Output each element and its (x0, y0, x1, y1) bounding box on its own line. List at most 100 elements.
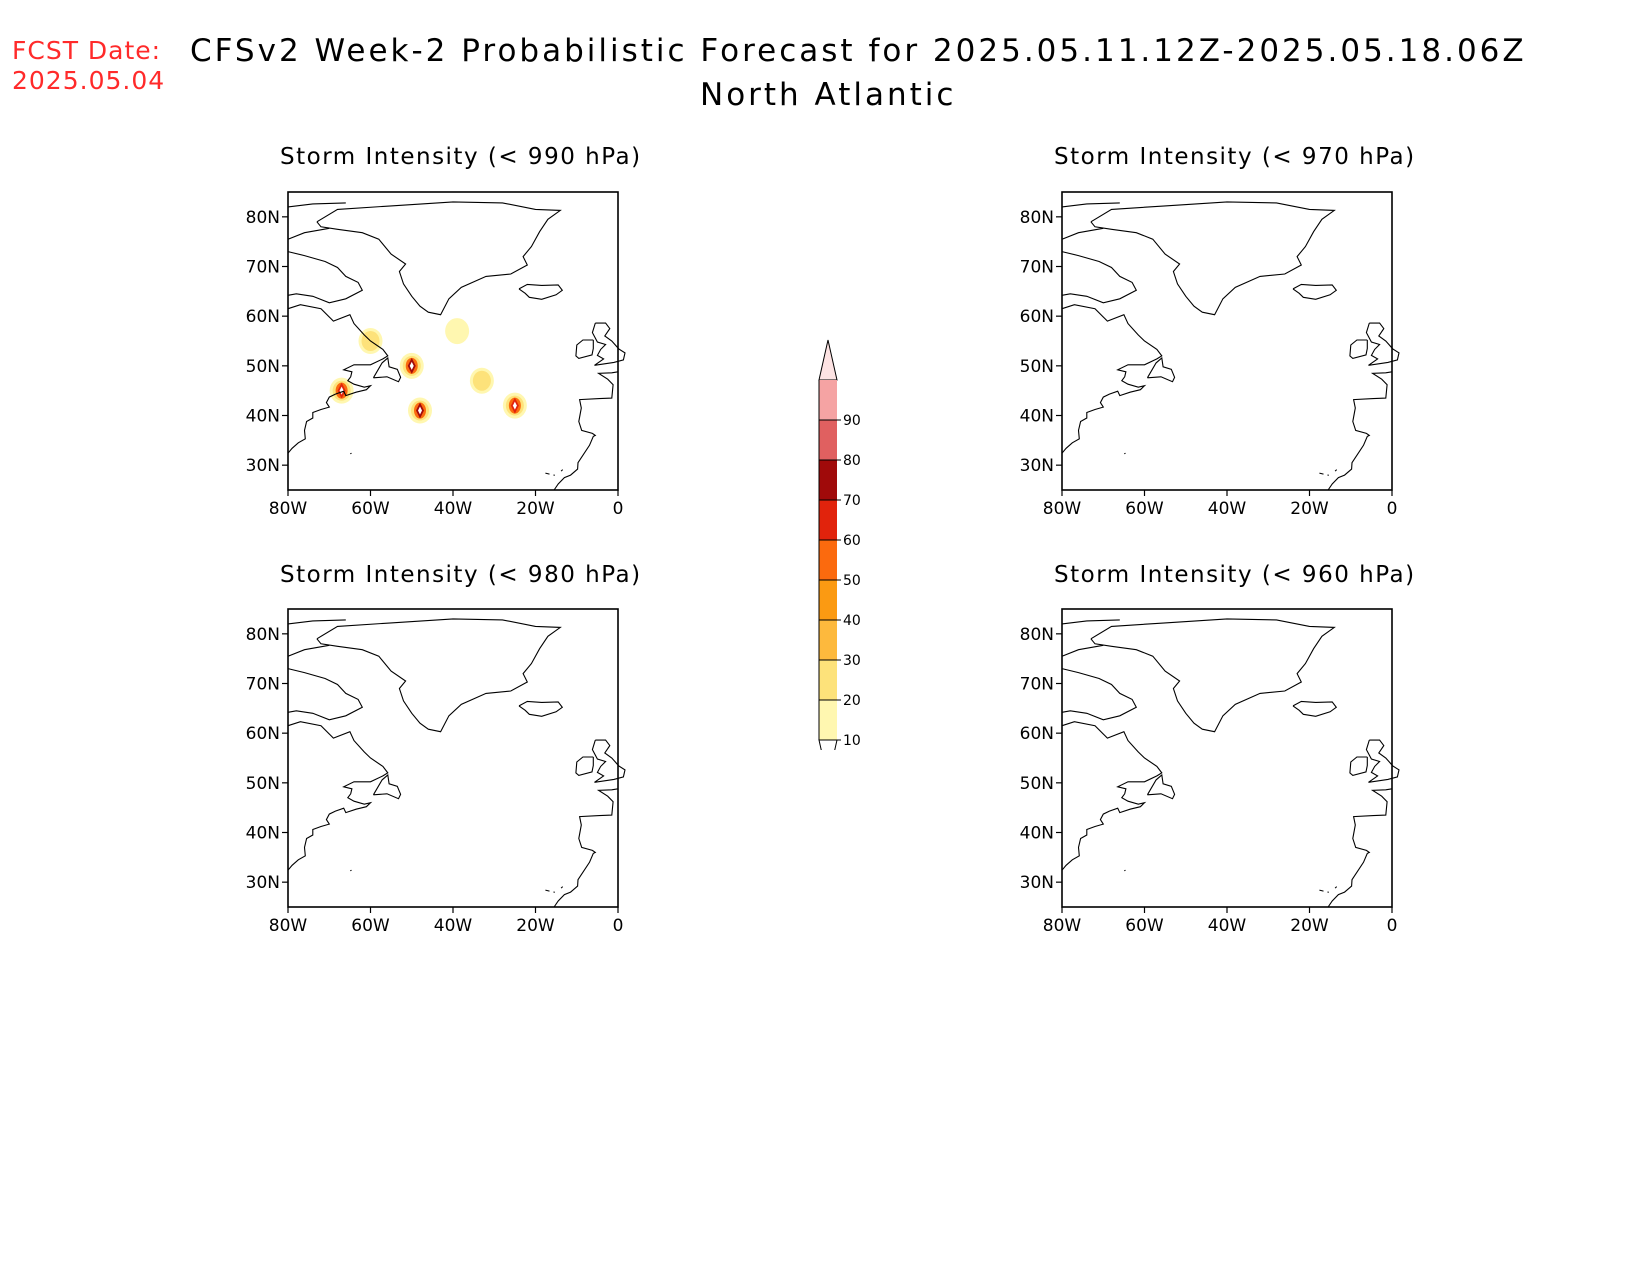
lat-tick-label: 70N (246, 258, 280, 278)
coastline-8 (1349, 339, 1368, 360)
lon-tick-label: 80W (1043, 499, 1082, 519)
lat-tick-label: 60N (1020, 724, 1054, 744)
lon-tick-label: 40W (434, 916, 473, 936)
prob-blob-core-0 (409, 361, 414, 370)
lon-tick-label: 20W (516, 916, 555, 936)
coastline-7 (591, 322, 626, 366)
coastline-8 (1349, 756, 1368, 777)
prob-blob-core-2 (339, 386, 344, 395)
coastline-8 (575, 339, 594, 360)
coastline-0 (316, 618, 562, 733)
colorbar-segment (819, 700, 837, 740)
coastline-10 (1319, 472, 1324, 475)
coastline-0 (1090, 618, 1336, 733)
colorbar-label: 30 (843, 653, 861, 669)
coastline-9 (1327, 371, 1393, 491)
map-960: 80N 70N 60N 50N 40N 30N 80W 60W 40W 20W 0 (1020, 608, 1400, 936)
prob-blob-core-3 (512, 401, 517, 410)
colorbar-segment (819, 500, 837, 540)
colorbar-label: 70 (843, 493, 861, 509)
panel-title-990: Storm Intensity (< 990 hPa) (280, 144, 642, 170)
coastline-4 (287, 668, 364, 721)
coastline-13 (1124, 869, 1126, 872)
coastline-12 (1334, 886, 1338, 889)
lat-tick-label: 60N (246, 307, 280, 327)
lat-tick-label: 60N (1020, 307, 1054, 327)
coastline-1 (1292, 283, 1338, 300)
colorbar-label: 20 (843, 693, 861, 709)
page-title: CFSv2 Week-2 Probabilistic Forecast for … (190, 33, 1527, 69)
coastline-5 (287, 304, 389, 454)
coastline-12 (560, 886, 564, 889)
lat-tick-label: 50N (1020, 774, 1054, 794)
lat-tick-label: 50N (1020, 357, 1054, 377)
lon-tick-label: 60W (351, 916, 390, 936)
coastline-3 (287, 644, 330, 657)
lon-tick-label: 20W (1290, 499, 1329, 519)
lon-tick-label: 60W (1125, 499, 1164, 519)
coastline-3 (1061, 227, 1104, 240)
lat-tick-label: 80N (246, 625, 280, 645)
probability-colorbar: 10 20 30 40 50 60 70 80 90 (818, 339, 861, 750)
coastline-8 (575, 756, 594, 777)
map-990: 80N 70N 60N 50N 40N 30N 80W 60W 40W 20W 0 (246, 191, 626, 519)
coastline-3 (1061, 644, 1104, 657)
map-frame (287, 608, 619, 908)
coastline-0 (316, 201, 562, 316)
coastline-2 (287, 202, 346, 208)
lat-tick-label: 80N (1020, 625, 1054, 645)
colorbar-label: 60 (843, 533, 861, 549)
coastline-3 (287, 227, 330, 240)
lat-tick-label: 70N (246, 675, 280, 695)
region-subtitle: North Atlantic (700, 77, 957, 113)
colorbar-label: 50 (843, 573, 861, 589)
colorbar-segment (819, 420, 837, 460)
coastline-0 (1090, 201, 1336, 316)
coastline-13 (350, 452, 352, 455)
lat-tick-label: 30N (1020, 456, 1054, 476)
coastline-6 (372, 356, 402, 383)
coastline-7 (591, 739, 626, 783)
map-layer-980 (287, 618, 626, 908)
coastline-12 (560, 469, 564, 472)
coastline-7 (1365, 322, 1400, 366)
lat-tick-label: 50N (246, 357, 280, 377)
colorbar-segment (819, 540, 837, 580)
coastline-2 (1061, 619, 1120, 625)
lat-tick-label: 80N (1020, 208, 1054, 228)
lon-tick-label: 0 (613, 916, 624, 936)
coastline-11 (1327, 474, 1329, 476)
colorbar-segment (819, 460, 837, 500)
colorbar-bottom-cap (818, 739, 838, 750)
panel-title-960: Storm Intensity (< 960 hPa) (1054, 562, 1416, 588)
coastline-10 (545, 472, 550, 475)
lon-tick-label: 80W (269, 499, 308, 519)
lat-tick-label: 40N (246, 824, 280, 844)
lat-tick-label: 40N (1020, 407, 1054, 427)
fcst-date-label: FCST Date: (12, 36, 162, 65)
lon-tick-label: 40W (1208, 916, 1247, 936)
coastline-4 (1061, 668, 1138, 721)
coastline-12 (1334, 469, 1338, 472)
coastline-11 (1327, 891, 1329, 893)
coastline-2 (287, 619, 346, 625)
coastline-13 (1124, 452, 1126, 455)
coastline-10 (1319, 889, 1324, 892)
map-frame (1061, 191, 1393, 491)
colorbar-label: 10 (843, 733, 861, 749)
prob-blob-6 (445, 318, 470, 345)
coastline-5 (287, 721, 389, 871)
coastline-4 (287, 251, 364, 304)
colorbar-label: 80 (843, 453, 861, 469)
coastline-1 (1292, 700, 1338, 717)
coastline-9 (1327, 788, 1393, 908)
prob-blob-mid-4 (472, 370, 491, 391)
lon-tick-label: 80W (1043, 916, 1082, 936)
coastline-1 (518, 700, 564, 717)
lat-tick-label: 30N (246, 456, 280, 476)
coastline-5 (1061, 721, 1163, 871)
colorbar-segment (819, 580, 837, 620)
map-970: 80N 70N 60N 50N 40N 30N 80W 60W 40W 20W 0 (1020, 191, 1400, 519)
map-layer-970 (1061, 201, 1400, 491)
lon-tick-label: 20W (516, 499, 555, 519)
